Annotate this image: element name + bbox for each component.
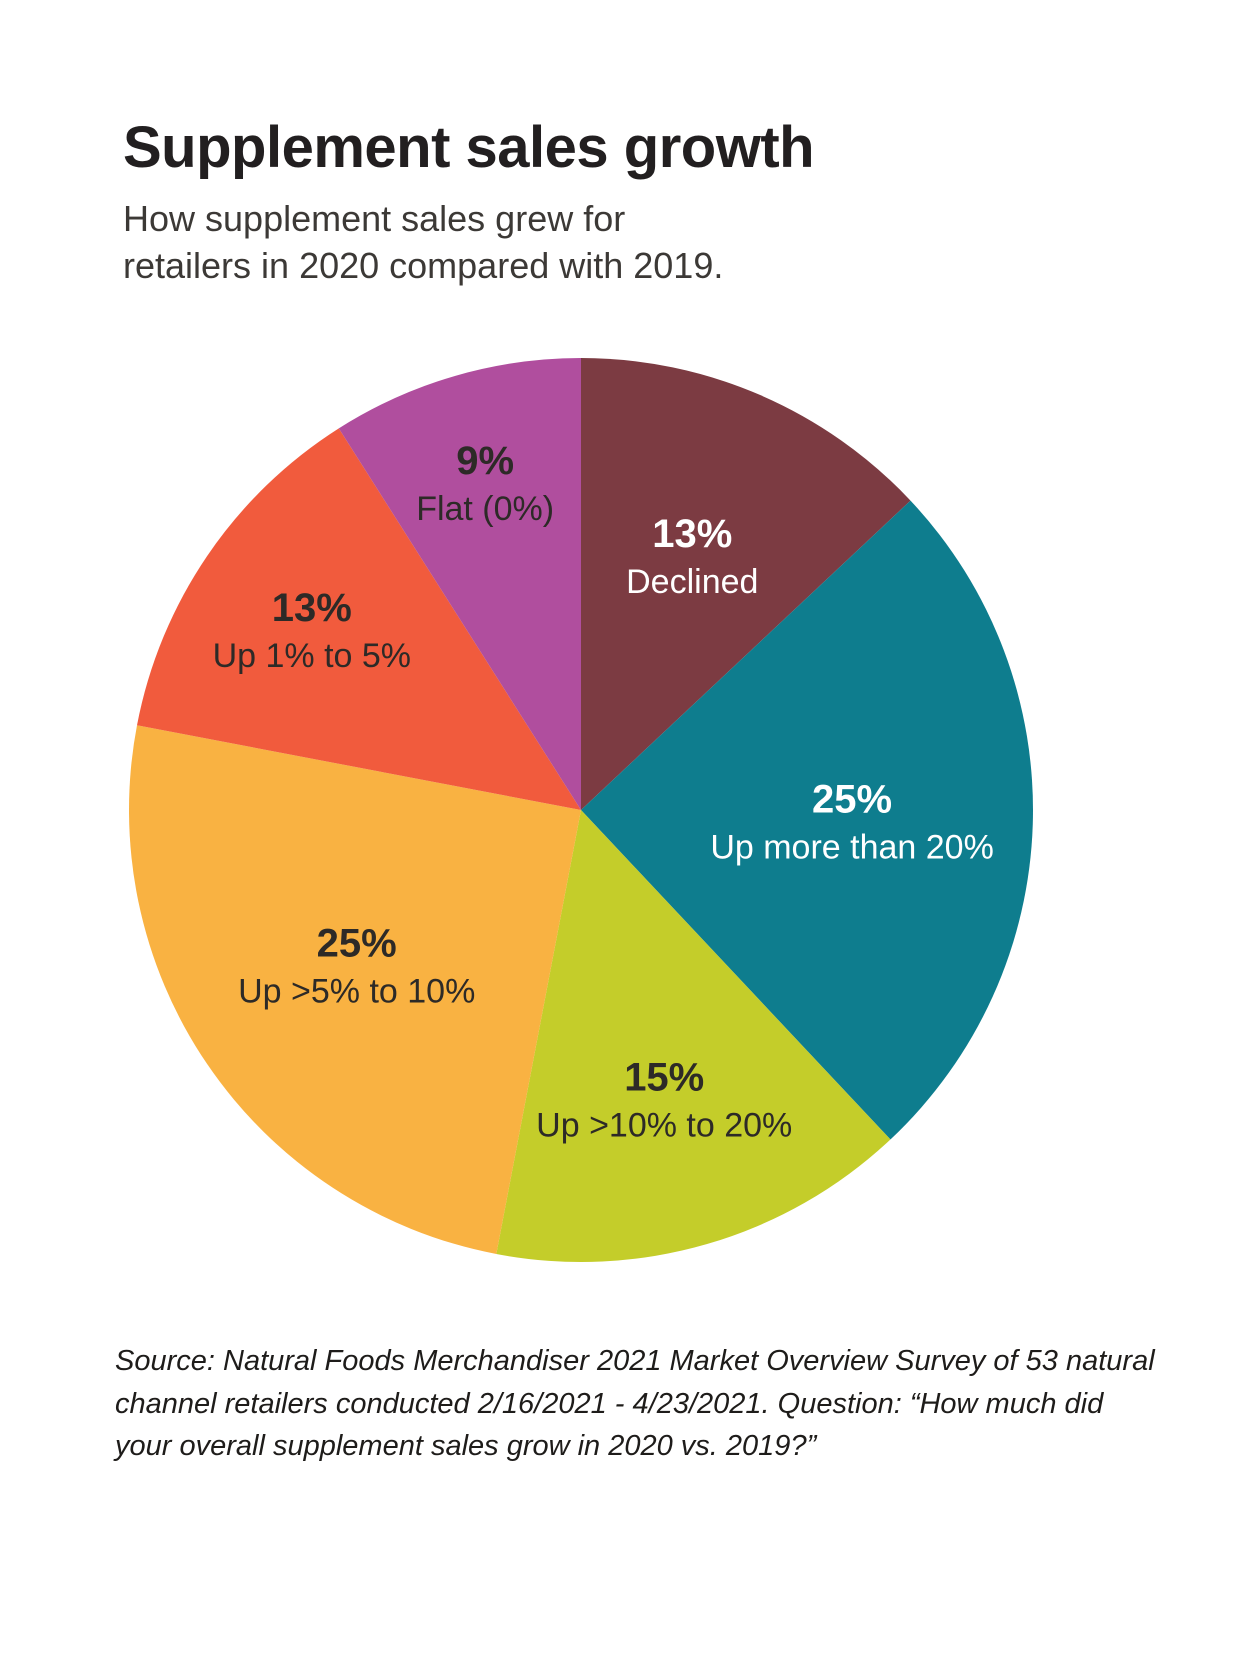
pie-slice-2 — [496, 810, 891, 1262]
pie-slice-5 — [338, 358, 581, 810]
source-note: Source: Natural Foods Merchandiser 2021 … — [115, 1345, 1155, 1463]
chart-footer: Source: Natural Foods Merchandiser 2021 … — [115, 1340, 1160, 1468]
pie-chart: 13% Declined 25% Up more than 20% 15% Up >10%… — [121, 350, 1041, 1270]
chart-title: Supplement sales growth — [123, 115, 815, 180]
pie-slice-4 — [137, 428, 581, 810]
pie-slice-label-4: 13% Up 1% to 5% — [213, 586, 411, 675]
chart-header: Supplement sales growth How supplement s… — [123, 116, 1123, 289]
pie-slice-label-1: 25% Up more than 20% — [710, 778, 994, 867]
pie-slice-0 — [581, 358, 911, 810]
pie-chart-svg: 13% Declined 25% Up more than 20% 15% Up >10%… — [128, 358, 1033, 1262]
pie-slice-label-2: 15% Up >10% to 20% — [536, 1055, 792, 1144]
pie-slice-label-3: 25% Up >5% to 10% — [238, 921, 475, 1010]
pie-slice-1 — [581, 500, 1033, 1140]
chart-subtitle: How supplement sales grew for retailers … — [123, 197, 724, 286]
pie-slice-label-0: 13% Declined — [626, 512, 758, 601]
pie-slice-label-5: 9% Flat (0%) — [416, 439, 554, 528]
pie-slice-3 — [128, 725, 582, 1254]
